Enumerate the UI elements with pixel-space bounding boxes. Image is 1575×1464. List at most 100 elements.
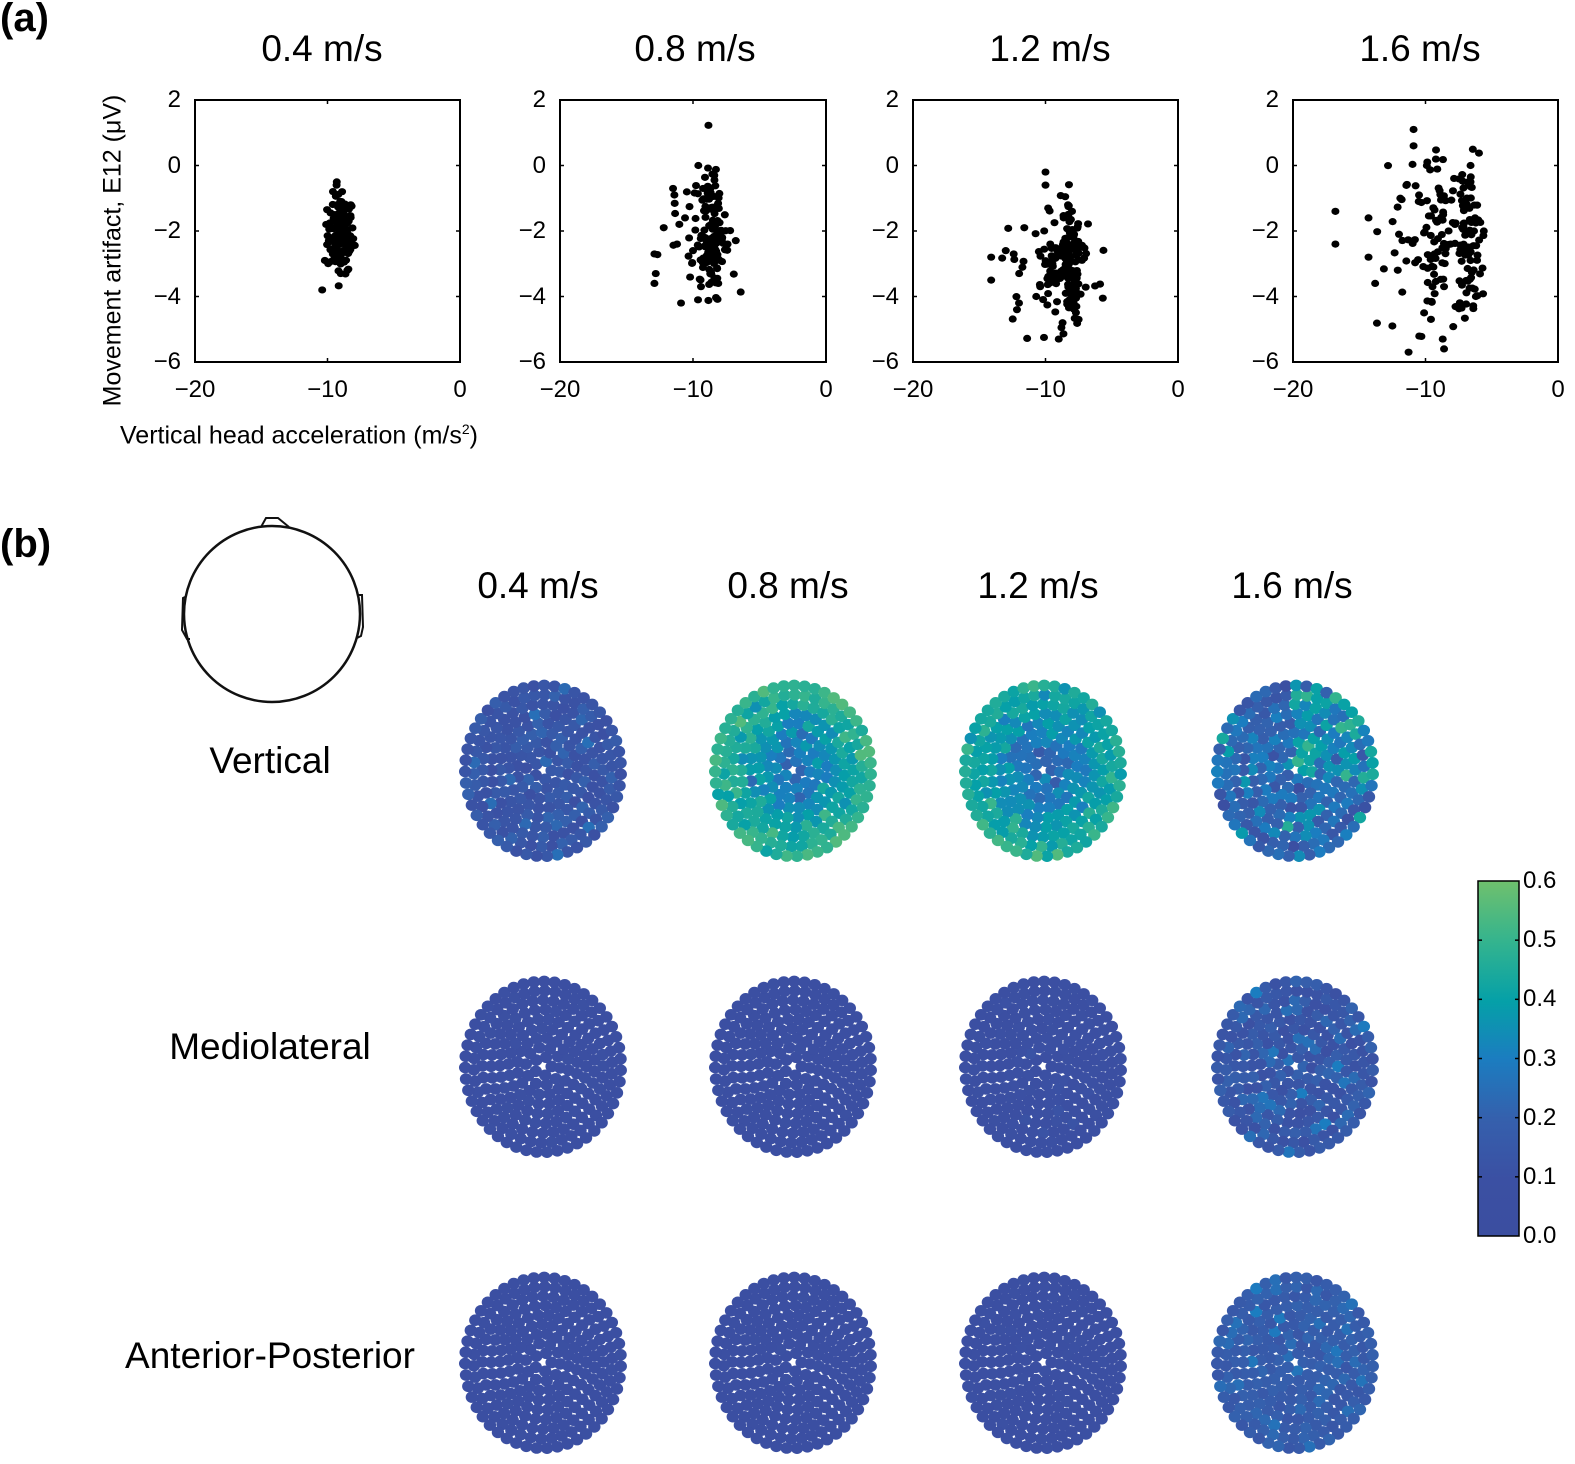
electrode-dot xyxy=(710,1369,722,1381)
electrode-dot xyxy=(1106,1021,1118,1033)
electrode-dot xyxy=(857,802,869,814)
scatter-point xyxy=(1469,305,1477,312)
electrode-dot xyxy=(1115,768,1127,780)
scatter-point xyxy=(694,190,702,197)
electrode-dot xyxy=(709,1346,721,1358)
topoplot-2-0 xyxy=(459,1272,627,1454)
electrode-dot xyxy=(1217,1029,1229,1041)
electrode-dot xyxy=(606,725,618,737)
scatter-point xyxy=(329,245,337,252)
electrode-dot xyxy=(959,754,971,766)
electrode-dot xyxy=(865,768,877,780)
scatter-point xyxy=(1065,247,1073,254)
electrode-dot xyxy=(861,1383,873,1395)
electrode-dot xyxy=(861,1087,873,1099)
scatter-point xyxy=(1331,241,1339,248)
scatter-point xyxy=(1012,293,1020,300)
topoplot-2-2 xyxy=(959,1272,1127,1454)
scatter-point xyxy=(719,240,727,247)
y-tick-label: −6 xyxy=(1233,348,1279,376)
electrode-dot xyxy=(716,799,728,811)
electrode-dot xyxy=(710,777,722,789)
electrode-dot xyxy=(1366,757,1378,769)
electrode-dot xyxy=(1363,791,1375,803)
scatter-point xyxy=(675,221,683,228)
electrode-dot xyxy=(615,768,627,780)
scatter-point xyxy=(1447,197,1455,204)
electrode-dot xyxy=(961,743,973,755)
topoplot-0-1 xyxy=(709,680,877,862)
scatter-point xyxy=(701,214,709,221)
scatter-point xyxy=(345,247,353,254)
electrode-dot xyxy=(1113,1338,1125,1350)
electrode-dot xyxy=(857,1394,869,1406)
electrode-dot xyxy=(614,1349,626,1361)
electrode-dot xyxy=(465,1325,477,1337)
electrode-dot xyxy=(962,788,974,800)
electrode-dot xyxy=(1359,1098,1371,1110)
electrode-dot xyxy=(613,746,625,758)
scatter-point xyxy=(987,254,995,261)
scatter-point xyxy=(1402,257,1410,264)
electrode-dot xyxy=(615,1064,627,1076)
electrode-dot xyxy=(466,1095,478,1107)
electrode-dot xyxy=(1211,1050,1223,1062)
y-tick-label: −6 xyxy=(853,348,899,376)
scatter-point xyxy=(1042,168,1050,175)
scatter-point xyxy=(1434,248,1442,255)
y-tick-label: −4 xyxy=(500,283,546,311)
scatter-point xyxy=(1084,220,1092,227)
scatter-point xyxy=(650,280,658,287)
electrode-dot xyxy=(962,1084,974,1096)
electrode-dot xyxy=(1114,1053,1126,1065)
scatter-point xyxy=(1065,181,1073,188)
scatter-point xyxy=(1458,258,1466,265)
scatter-point xyxy=(1059,330,1067,337)
electrode-dot xyxy=(465,1029,477,1041)
scatter-point xyxy=(1439,156,1447,163)
electrode-dot xyxy=(530,1146,542,1158)
scatter-point xyxy=(1015,299,1023,306)
electrode-dot xyxy=(610,1031,622,1043)
scatter-point xyxy=(726,227,734,234)
scatter-point xyxy=(1002,247,1010,254)
electrode-dot xyxy=(466,799,478,811)
scatter-point xyxy=(1439,208,1447,215)
scatter-point xyxy=(1365,254,1373,261)
scatter-point xyxy=(987,277,995,284)
electrode-dot xyxy=(780,1442,792,1454)
electrode-dot xyxy=(767,682,779,694)
scatter-point xyxy=(1373,320,1381,327)
electrode-dot xyxy=(1111,1383,1123,1395)
electrode-dot xyxy=(611,1383,623,1395)
x-tick-label: −20 xyxy=(530,376,590,404)
electrode-dot xyxy=(716,1391,728,1403)
electrode-dot xyxy=(1363,1383,1375,1395)
electrode-dot xyxy=(865,1360,877,1372)
electrode-dot xyxy=(1030,850,1042,862)
scatter-point xyxy=(329,188,337,195)
electrode-dot xyxy=(712,1380,724,1392)
y-tick-label: −6 xyxy=(500,348,546,376)
electrode-dot xyxy=(1362,735,1374,747)
scatter-point xyxy=(1462,289,1470,296)
electrode-dot xyxy=(856,725,868,737)
y-tick-label: 0 xyxy=(853,152,899,180)
electrode-dot xyxy=(959,1050,971,1062)
scatter-point xyxy=(652,270,660,277)
scatter-point xyxy=(1467,194,1475,201)
scatter-point xyxy=(685,234,693,241)
y-tick-label: −4 xyxy=(135,283,181,311)
electrode-dot xyxy=(614,757,626,769)
electrode-dot xyxy=(1358,1317,1370,1329)
electrode-dot xyxy=(1365,746,1377,758)
scatter-point xyxy=(1456,191,1464,198)
electrode-dot xyxy=(1367,1064,1379,1076)
scatter-point xyxy=(1412,182,1420,189)
scatter-point xyxy=(686,273,694,280)
scatter-plot-2 xyxy=(913,100,1178,362)
electrode-dot xyxy=(1282,1146,1294,1158)
scatter-point xyxy=(1464,265,1472,272)
scatter-point xyxy=(1040,227,1048,234)
electrode-dot xyxy=(715,1325,727,1337)
